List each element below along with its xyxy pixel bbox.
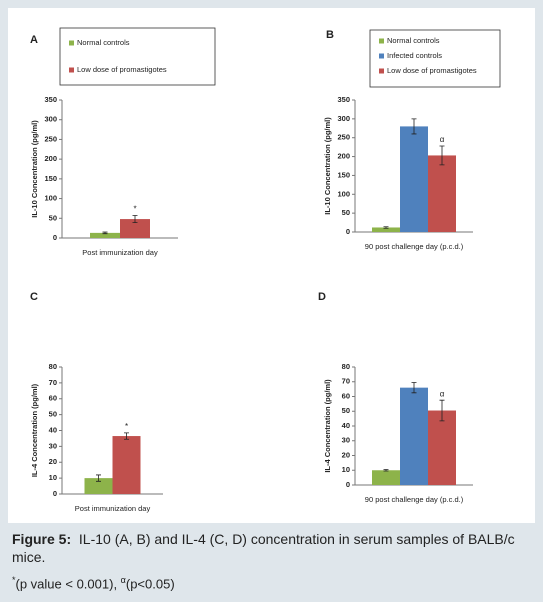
error-bar (124, 432, 129, 440)
caption-notes: *(p value < 0.001), α(p<0.05) (12, 575, 175, 591)
error-bar (132, 215, 138, 224)
legend-label: Low dose of promastigotes (77, 65, 167, 74)
legend-label: Infected controls (387, 51, 442, 60)
error-bar (102, 231, 108, 235)
y-tick-label: 60 (342, 391, 350, 400)
y-tick-label: 30 (342, 436, 350, 445)
panel-label: A (30, 34, 38, 46)
y-tick-label: 250 (44, 134, 57, 143)
error-bar (96, 474, 101, 482)
y-tick-label: 0 (53, 489, 57, 498)
y-tick-label: 80 (342, 362, 350, 371)
bar (84, 478, 113, 494)
y-tick-label: 80 (49, 362, 57, 371)
caption-text: IL-10 (A, B) and IL-4 (C, D) concentrati… (12, 531, 515, 565)
error-bar (439, 399, 445, 422)
y-tick-label: 40 (49, 425, 57, 434)
y-tick-label: 40 (342, 421, 350, 430)
y-axis-label: IL-10 Concentration (pg/ml) (323, 117, 332, 215)
y-tick-label: 150 (44, 174, 57, 183)
y-tick-label: 10 (49, 473, 57, 482)
legend-label: Normal controls (387, 36, 440, 45)
y-tick-label: 250 (337, 133, 350, 142)
bar (372, 227, 400, 232)
y-tick-label: 300 (44, 115, 57, 124)
bar (400, 387, 428, 485)
significance-mark: α (440, 389, 445, 398)
error-bar (383, 469, 389, 472)
y-tick-label: 0 (346, 227, 350, 236)
y-tick-label: 20 (49, 457, 57, 466)
x-tick-label: Post immunization day (82, 248, 158, 257)
bar (120, 219, 150, 238)
panel-label: D (318, 291, 326, 303)
y-tick-label: 30 (49, 441, 57, 450)
bar (428, 155, 456, 232)
legend-swatch (379, 68, 384, 74)
note-text: (p value < 0.001), (15, 576, 121, 592)
y-tick-label: 200 (337, 152, 350, 161)
x-tick-label: Post immunization day (75, 504, 151, 513)
x-tick-label: 90 post challenge day (p.c.d.) (365, 495, 464, 504)
y-tick-label: 50 (342, 406, 350, 415)
caption: Figure 5: IL-10 (A, B) and IL-4 (C, D) c… (12, 530, 530, 566)
legend-swatch (379, 38, 384, 44)
y-tick-label: 300 (337, 114, 350, 123)
y-tick-label: 0 (346, 480, 350, 489)
y-tick-label: 20 (342, 450, 350, 459)
note-mark: α (120, 575, 126, 585)
bar (428, 410, 456, 485)
y-tick-label: 60 (49, 394, 57, 403)
bar (400, 126, 428, 232)
significance-mark: * (133, 205, 136, 214)
y-tick-label: 200 (44, 154, 57, 163)
bar (112, 436, 141, 494)
y-tick-label: 0 (53, 233, 57, 242)
y-tick-label: 50 (342, 208, 350, 217)
y-tick-label: 70 (342, 377, 350, 386)
y-tick-label: 100 (337, 189, 350, 198)
legend-swatch (69, 40, 74, 46)
y-tick-label: 100 (44, 194, 57, 203)
y-tick-label: 350 (337, 95, 350, 104)
note-text: (p<0.05) (125, 576, 175, 592)
y-tick-label: 70 (49, 378, 57, 387)
y-tick-label: 10 (342, 465, 350, 474)
legend-label: Normal controls (77, 38, 130, 47)
y-axis-label: IL-4 Concentration (pg/ml) (323, 379, 332, 473)
note-mark: * (12, 575, 16, 585)
error-bar (411, 382, 417, 394)
legend-box (369, 29, 501, 88)
x-tick-label: 90 post challenge day (p.c.d.) (365, 242, 464, 251)
legend-box (59, 27, 216, 86)
legend-swatch (69, 67, 74, 73)
legend-swatch (379, 53, 384, 59)
y-tick-label: 50 (49, 410, 57, 419)
y-tick-label: 150 (337, 170, 350, 179)
panel-label: B (326, 29, 334, 41)
bar (372, 470, 400, 485)
error-bar (411, 118, 417, 135)
y-tick-label: 50 (49, 213, 57, 222)
y-axis-label: IL-4 Concentration (pg/ml) (30, 383, 39, 477)
legend-label: Low dose of promastigotes (387, 66, 477, 75)
caption-label: Figure 5: (12, 531, 72, 547)
panel-label: C (30, 291, 38, 303)
error-bar (439, 145, 445, 166)
y-axis-label: IL-10 Concentration (pg/ml) (30, 120, 39, 218)
significance-mark: * (125, 422, 128, 431)
error-bar (383, 226, 389, 229)
significance-mark: α (440, 135, 445, 144)
bar (90, 232, 120, 238)
y-tick-label: 350 (44, 95, 57, 104)
